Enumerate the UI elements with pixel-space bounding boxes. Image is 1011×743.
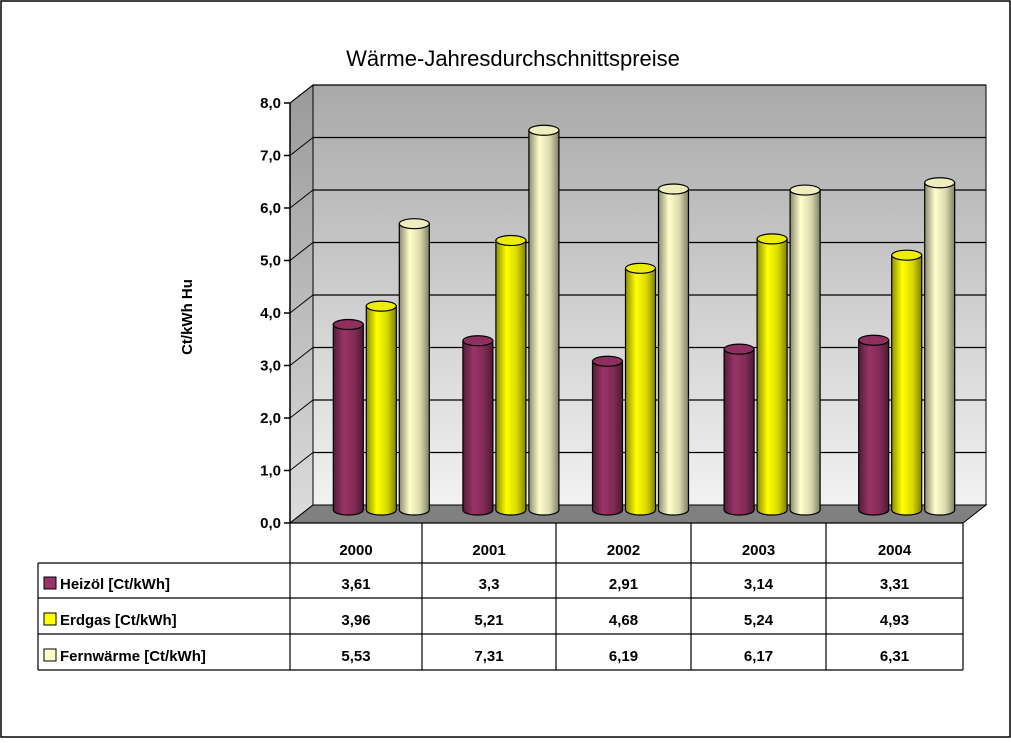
y-tick-label: 0,0 bbox=[260, 515, 281, 532]
gridline-side bbox=[289, 294, 314, 314]
bar bbox=[624, 262, 657, 516]
data-label: 3,61 bbox=[341, 576, 370, 593]
y-tick-label: 4,0 bbox=[260, 305, 281, 322]
data-label: 3,14 bbox=[744, 576, 774, 593]
gridline-side bbox=[289, 347, 314, 366]
bar bbox=[924, 177, 956, 516]
data-label: 3,31 bbox=[880, 576, 909, 593]
data-label: 6,19 bbox=[609, 648, 638, 665]
data-label: 3,96 bbox=[341, 612, 370, 629]
legend-label: Fernwärme [Ct/kWh] bbox=[60, 648, 206, 665]
bar bbox=[398, 218, 430, 516]
legend-swatch bbox=[43, 612, 57, 626]
y-tick-label: 7,0 bbox=[260, 148, 281, 165]
bar bbox=[365, 300, 397, 516]
data-label: 3,3 bbox=[479, 576, 500, 593]
legend-swatch bbox=[43, 576, 57, 590]
data-label: 4,93 bbox=[880, 612, 909, 629]
gridline-side bbox=[289, 137, 314, 156]
bar bbox=[495, 234, 527, 516]
bar bbox=[528, 124, 560, 516]
gridline-side bbox=[289, 452, 314, 471]
data-label: 5,21 bbox=[474, 612, 503, 629]
bar bbox=[462, 335, 494, 516]
category-label: 2000 bbox=[339, 542, 372, 559]
y-tick-label: 1,0 bbox=[260, 463, 281, 480]
gridline-side bbox=[289, 189, 314, 209]
category-label: 2003 bbox=[742, 542, 775, 559]
gridline-side bbox=[289, 242, 314, 261]
y-tick-label: 2,0 bbox=[260, 410, 281, 427]
data-label: 5,53 bbox=[341, 648, 370, 665]
gridline-side bbox=[289, 84, 314, 104]
bar bbox=[756, 233, 788, 516]
legend-swatch bbox=[43, 648, 57, 662]
data-label: 7,31 bbox=[474, 648, 503, 665]
data-label: 4,68 bbox=[609, 612, 638, 629]
y-tick-label: 3,0 bbox=[260, 358, 281, 375]
y-tick-label: 8,0 bbox=[260, 95, 281, 112]
y-tick-label: 6,0 bbox=[260, 200, 281, 217]
bar bbox=[723, 343, 755, 516]
data-label: 6,31 bbox=[880, 648, 909, 665]
y-axis-label: Ct/kWh Hu bbox=[179, 279, 196, 355]
gridline-side bbox=[289, 399, 314, 419]
chart-title: Wärme-Jahresdurchschnittspreise bbox=[346, 46, 680, 71]
data-label: 5,24 bbox=[744, 612, 774, 629]
bar bbox=[591, 355, 624, 516]
bar bbox=[789, 184, 821, 516]
category-label: 2001 bbox=[472, 542, 505, 559]
bar bbox=[858, 334, 890, 516]
bar bbox=[332, 318, 364, 516]
y-ticks: 0,0 1,0 2,0 3,0 4,0 5,0 6,0 7,0 8,0 bbox=[260, 95, 290, 532]
category-label: 2002 bbox=[607, 542, 640, 559]
data-label: 2,91 bbox=[609, 576, 638, 593]
legend-label: Erdgas [Ct/kWh] bbox=[60, 612, 177, 629]
data-table: 2000 2001 2002 2003 2004 Heizöl [Ct/kWh] 3,61 3… bbox=[37, 522, 964, 671]
bar bbox=[891, 249, 923, 516]
data-label: 6,17 bbox=[744, 648, 773, 665]
bar bbox=[657, 183, 690, 516]
y-tick-label: 5,0 bbox=[260, 253, 281, 270]
legend-label: Heizöl [Ct/kWh] bbox=[60, 576, 170, 593]
bars bbox=[332, 124, 956, 516]
category-label: 2004 bbox=[878, 542, 912, 559]
